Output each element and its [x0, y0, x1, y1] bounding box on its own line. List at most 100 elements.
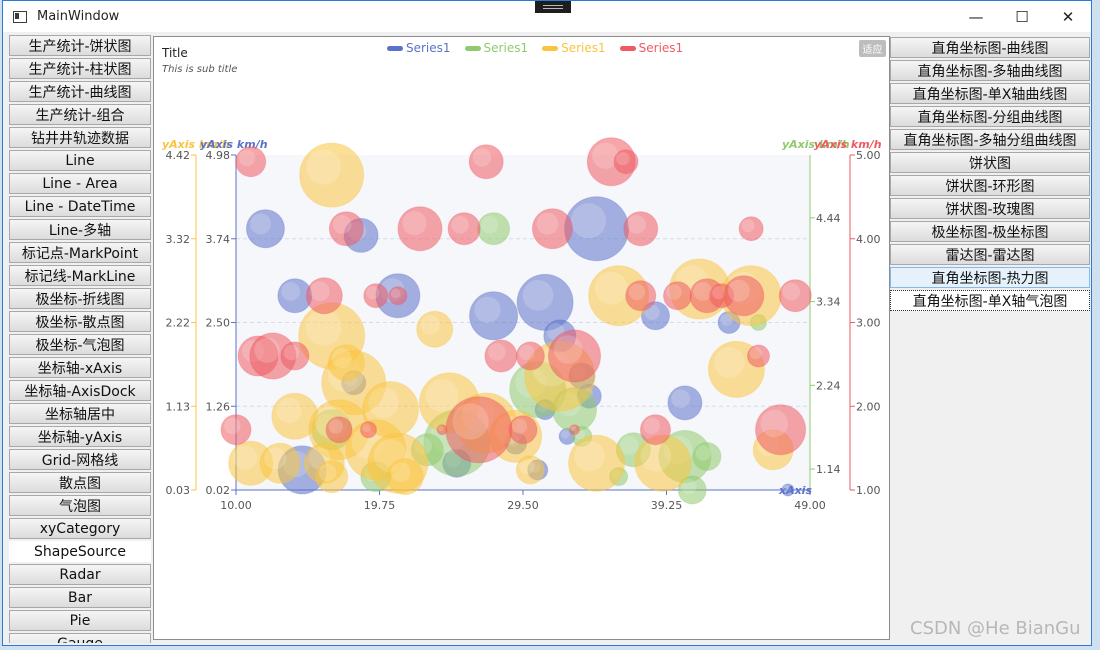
y-tick-label: 1.26 — [206, 400, 231, 413]
right-menu-item[interactable]: 雷达图-雷达图 — [890, 244, 1090, 265]
y-tick-label: 2.22 — [166, 317, 191, 330]
bubble-point — [328, 211, 364, 247]
left-menu-item[interactable]: 生产统计-饼状图 — [9, 35, 151, 56]
bubble-highlight — [616, 152, 630, 166]
bubble-highlight — [362, 423, 371, 433]
left-menu-item[interactable]: xyCategory — [9, 518, 151, 539]
y-tick-label: 4.42 — [166, 149, 191, 162]
right-menu-item[interactable]: 饼状图-玫瑰图 — [890, 198, 1090, 219]
x-tick-label: 10.00 — [220, 499, 252, 512]
left-nav-list: 生产统计-饼状图 生产统计-柱状图 生产统计-曲线图 生产统计-组合 钻井井轨迹数据 Li… — [9, 35, 151, 643]
close-button[interactable]: ✕ — [1061, 7, 1075, 26]
left-menu-item[interactable]: 生产统计-曲线图 — [9, 81, 151, 102]
legend-item[interactable]: Series1 — [464, 41, 528, 55]
maximize-button[interactable]: ☐ — [1015, 7, 1029, 26]
left-menu-item[interactable]: ShapeSource — [9, 541, 151, 562]
right-menu-item[interactable]: 直角坐标图-热力图 — [890, 267, 1090, 288]
bubble-point — [305, 277, 343, 315]
right-menu-item[interactable]: 直角坐标图-单X轴曲线图 — [890, 83, 1090, 104]
bubble-point — [327, 344, 365, 382]
left-menu-item[interactable]: 生产统计-柱状图 — [9, 58, 151, 79]
bubble-chart: 0.02 1.26 2.50 3.74 4.98 0.03 1.13 2.22 3.32 4.42… — [162, 137, 882, 512]
right-menu-item[interactable]: 直角坐标图-多轴曲线图 — [890, 60, 1090, 81]
window-icon — [13, 10, 27, 23]
left-menu-item[interactable]: 极坐标-气泡图 — [9, 334, 151, 355]
bubble-point — [667, 385, 703, 421]
bubble-highlight — [283, 344, 300, 361]
drag-handle-icon[interactable] — [535, 1, 571, 13]
bubble-highlight — [306, 149, 342, 185]
bubble-point — [416, 310, 454, 348]
minimize-button[interactable]: — — [968, 7, 984, 26]
right-menu-item[interactable]: 饼状图 — [890, 152, 1090, 173]
bubble-point — [531, 208, 573, 250]
left-menu-item[interactable]: 标记线-MarkLine — [9, 265, 151, 286]
bubble-highlight — [390, 462, 411, 482]
y-tick-label: 0.02 — [206, 484, 231, 497]
bubble-point — [755, 404, 807, 456]
left-menu-item[interactable]: 坐标轴居中 — [9, 403, 151, 424]
bubble-point — [778, 279, 812, 313]
legend-item[interactable]: Series1 — [542, 41, 606, 55]
y-tick-label: 3.34 — [816, 296, 841, 309]
left-menu-item[interactable]: 散点图 — [9, 472, 151, 493]
bubble-highlight — [264, 447, 287, 470]
bubble-highlight — [640, 440, 672, 472]
left-menu-item[interactable]: 坐标轴-yAxis — [9, 426, 151, 447]
y-tick-label: 3.32 — [166, 233, 191, 246]
bubble-point — [508, 415, 538, 445]
bubble-highlight — [760, 409, 789, 438]
watermark: CSDN @He BianGu — [910, 618, 1081, 639]
left-menu-item[interactable]: 标记点-MarkPoint — [9, 242, 151, 263]
left-menu-item[interactable]: 极坐标-折线图 — [9, 288, 151, 309]
x-tick-label: 49.00 — [794, 499, 826, 512]
left-menu-item[interactable]: Pie — [9, 610, 151, 631]
right-menu-item[interactable]: 直角坐标图-曲线图 — [890, 37, 1090, 58]
legend-label: Series1 — [406, 41, 451, 55]
bubble-point — [359, 421, 377, 439]
bubble-highlight — [250, 213, 272, 235]
right-menu-item[interactable]: 直角坐标图-单X轴气泡图 — [890, 290, 1090, 311]
y-axis-title: yAxis km/h — [782, 138, 850, 151]
bubble-highlight — [390, 288, 401, 299]
legend-item[interactable]: Series1 — [387, 41, 451, 55]
y-tick-label: 4.44 — [816, 212, 841, 225]
bubble-highlight — [560, 430, 570, 439]
bubble-highlight — [727, 279, 750, 302]
left-menu-item[interactable]: 生产统计-组合 — [9, 104, 151, 125]
bubble-point — [639, 414, 671, 446]
left-menu-item[interactable]: 坐标轴-AxisDock — [9, 380, 151, 401]
left-menu-item[interactable]: 坐标轴-xAxis — [9, 357, 151, 378]
left-menu-item[interactable]: 极坐标-散点图 — [9, 311, 151, 332]
left-menu-item[interactable]: 气泡图 — [9, 495, 151, 516]
right-menu-item[interactable]: 直角坐标图-分组曲线图 — [890, 106, 1090, 127]
bubble-highlight — [425, 378, 459, 412]
right-menu-item[interactable]: 饼状图-环形图 — [890, 175, 1090, 196]
bubble-highlight — [233, 445, 258, 470]
fit-button[interactable]: 适应 — [859, 40, 886, 57]
title-bar[interactable]: MainWindow — ☐ ✕ — [3, 1, 1091, 32]
left-menu-item[interactable]: Grid-网格线 — [9, 449, 151, 470]
right-menu-item[interactable]: 直角坐标图-多轴分组曲线图 — [890, 129, 1090, 150]
left-menu-item[interactable]: Radar — [9, 564, 151, 585]
bubble-point — [548, 329, 602, 383]
bubble-point — [623, 211, 659, 247]
left-menu-item[interactable]: Gauge — [9, 633, 151, 643]
left-menu-item[interactable]: 钻井井轨迹数据 — [9, 127, 151, 148]
y-axis-title: yAxis km/h — [162, 138, 230, 151]
bubble-highlight — [666, 284, 682, 300]
left-menu-item[interactable]: Line — [9, 150, 151, 171]
left-menu-item[interactable]: Line-多轴 — [9, 219, 151, 240]
bubble-point — [781, 483, 795, 497]
left-menu-item[interactable]: Line - DateTime — [9, 196, 151, 217]
bubble-highlight — [276, 397, 302, 424]
legend-label: Series1 — [561, 41, 606, 55]
left-menu-item[interactable]: Line - Area — [9, 173, 151, 194]
legend-item[interactable]: Series1 — [619, 41, 683, 55]
bubble-point — [677, 475, 707, 505]
right-menu-item[interactable]: 极坐标图-极坐标图 — [890, 221, 1090, 242]
bubble-highlight — [643, 417, 660, 435]
bubble-point — [625, 280, 657, 312]
chart-legend: Series1 Series1 Series1 Series1 — [387, 41, 697, 55]
left-menu-item[interactable]: Bar — [9, 587, 151, 608]
